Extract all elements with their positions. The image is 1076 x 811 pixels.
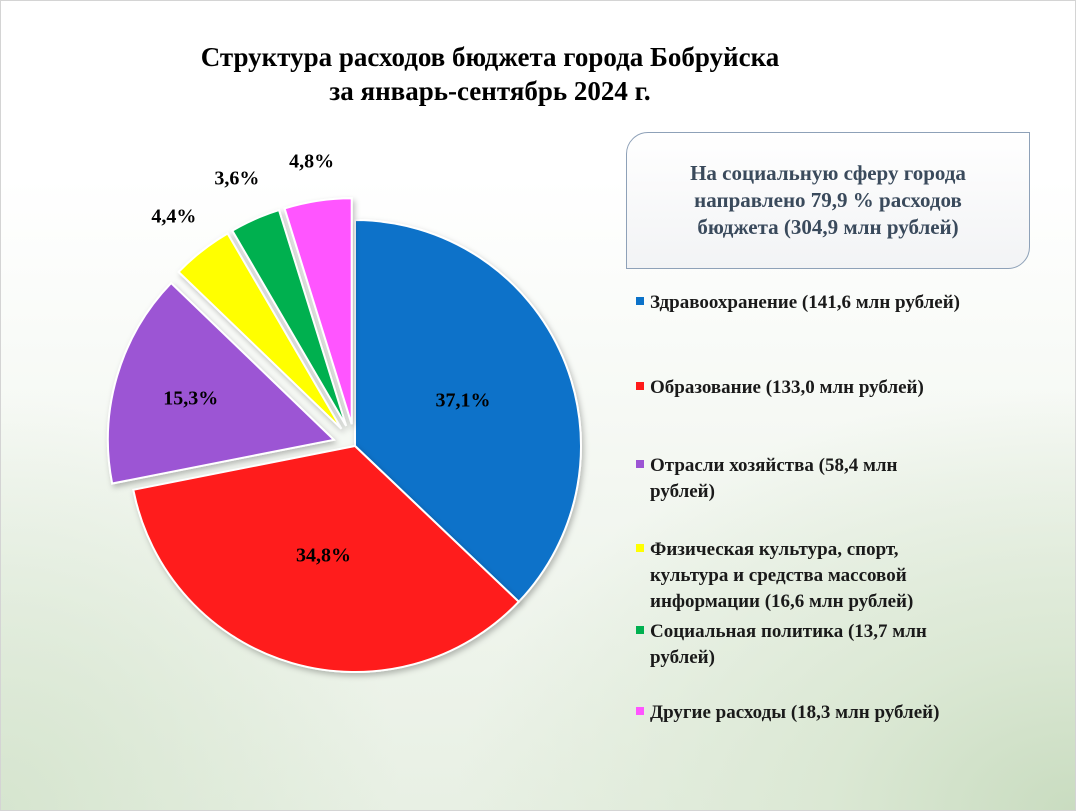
legend-label-0: Здравоохранение (141,6 млн рублей) [650,290,1030,316]
legend-swatch-4 [636,626,644,634]
pie-label-2: 15,3% [163,388,218,410]
legend-label-4: Социальная политика (13,7 млн рублей) [650,619,1030,671]
legend-label-line: Отрасли хозяйства (58,4 млн [650,455,898,476]
title-line-2: за январь-сентябрь 2024 г. [329,76,651,106]
legend-swatch-5 [636,707,644,715]
pie-label-5: 4,8% [289,151,334,173]
info-line-1: На социальную сферу города [690,161,966,185]
social-sphere-info-box: На социальную сферу города направлено 79… [626,132,1030,269]
legend-label-1: Образование (133,0 млн рублей) [650,375,1030,401]
pie-slice-0 [354,218,583,604]
legend-label-line: Другие расходы (18,3 млн рублей) [650,702,940,723]
page-title: Структура расходов бюджета города Бобруй… [110,40,870,108]
info-line-3: бюджета (304,9 млн рублей) [697,215,959,239]
legend-swatch-1 [636,382,644,390]
info-line-2: направлено 79,9 % расходов [694,188,962,212]
pie-slice-5 [283,197,353,425]
legend-label-3: Физическая культура, спорт, культура и ср… [650,537,1030,615]
pie-slice-2 [106,281,336,485]
pie-slice-1 [132,444,521,673]
legend-label-line: Социальная политика (13,7 млн [650,621,927,642]
legend-label-line: Здравоохранение (141,6 млн рублей) [650,292,961,313]
legend-swatch-0 [636,297,644,305]
title-line-1: Структура расходов бюджета города Бобруй… [200,42,780,72]
legend-label-line: рублей) [650,647,715,668]
legend-swatch-3 [636,544,644,552]
legend-label-line: рублей) [650,481,715,502]
legend-swatch-2 [636,460,644,468]
pie-label-4: 3,6% [214,168,259,190]
pie-slice-3 [177,232,343,430]
legend-label-line: Образование (133,0 млн рублей) [650,377,924,398]
legend-label-2: Отрасли хозяйства (58,4 млн рублей) [650,453,1030,505]
legend-label-line: Физическая культура, спорт, [650,539,899,560]
legend-label-line: информации (16,6 млн рублей) [650,591,914,612]
pie-label-0: 37,1% [436,390,491,412]
pie-label-3: 4,4% [151,205,196,227]
pie-label-1: 34,8% [296,545,351,567]
legend-label-line: культура и средства массовой [650,565,907,586]
pie-slice-4 [230,208,348,427]
legend-label-5: Другие расходы (18,3 млн рублей) [650,700,1030,726]
